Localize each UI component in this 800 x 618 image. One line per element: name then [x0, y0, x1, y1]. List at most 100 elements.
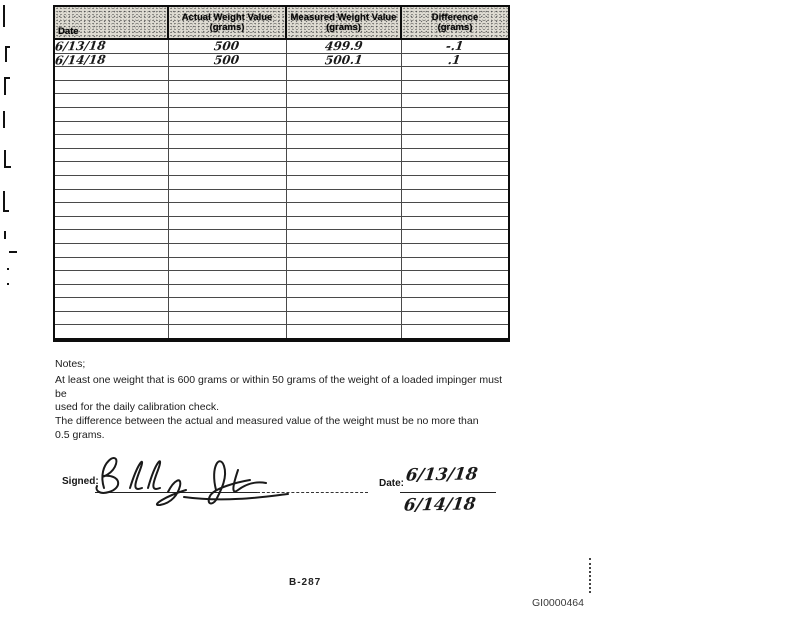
- cell-empty: [167, 66, 287, 81]
- table-empty-row: [53, 106, 510, 122]
- cell-empty: [285, 270, 402, 285]
- table-empty-row: [53, 324, 510, 340]
- cell-difference: .1: [400, 52, 510, 68]
- cell-empty: [167, 188, 287, 204]
- scan-artifact: [7, 268, 9, 270]
- handwritten-value: 499.9: [323, 39, 364, 54]
- signature-handwriting: [95, 457, 289, 506]
- handwritten-value: 500: [213, 39, 241, 54]
- cell-measured: 499.9: [285, 38, 402, 54]
- cell-empty: [285, 215, 402, 231]
- cell-empty: [53, 147, 169, 163]
- table-empty-row: [53, 161, 510, 176]
- scan-artifact: [4, 77, 10, 79]
- cell-empty: [167, 242, 287, 258]
- header-difference: Difference (grams): [400, 5, 510, 40]
- table-empty-row: [53, 120, 510, 136]
- handwritten-value: 500: [213, 53, 241, 67]
- header-date: Date: [53, 5, 169, 40]
- cell-empty: [400, 256, 510, 272]
- cell-empty: [53, 283, 169, 299]
- signature-line-dashed: [257, 492, 368, 493]
- scan-artifact: [3, 210, 9, 212]
- cell-empty: [400, 134, 510, 149]
- scan-artifact: [4, 231, 6, 239]
- cell-date: 6/14/18: [53, 52, 169, 68]
- table-empty-row: [53, 310, 510, 326]
- page-number: B-287: [289, 577, 322, 588]
- cell-difference: -.1: [400, 38, 510, 54]
- cell-empty: [400, 324, 510, 340]
- cell-empty: [167, 93, 287, 108]
- cell-empty: [400, 120, 510, 136]
- cell-empty: [167, 297, 287, 312]
- table-empty-row: [53, 66, 510, 81]
- table-empty-row: [53, 93, 510, 108]
- cell-empty: [53, 161, 169, 176]
- scan-artifact: [7, 283, 9, 285]
- cell-empty: [285, 242, 402, 258]
- notes-line: 0.5 grams.: [55, 428, 105, 441]
- header-actual-weight: Actual Weight Value (grams): [167, 5, 287, 40]
- cell-empty: [53, 215, 169, 231]
- cell-empty: [53, 270, 169, 285]
- cell-empty: [285, 202, 402, 217]
- cell-empty: [167, 310, 287, 326]
- cell-empty: [400, 242, 510, 258]
- cell-empty: [285, 120, 402, 136]
- document-id: GI0000464: [532, 597, 584, 609]
- cell-empty: [53, 120, 169, 136]
- scan-artifact: [3, 5, 5, 27]
- signed-label: Signed:: [62, 476, 99, 487]
- cell-empty: [285, 324, 402, 340]
- scan-artifact: [5, 46, 10, 48]
- handwritten-value: 6/13/18: [54, 39, 107, 54]
- header-date-label: Date: [58, 26, 79, 37]
- cell-actual: 500: [167, 38, 287, 54]
- table-empty-row: [53, 283, 510, 299]
- table-empty-row: [53, 134, 510, 149]
- cell-empty: [400, 283, 510, 299]
- cell-empty: [400, 174, 510, 190]
- table-empty-row: [53, 270, 510, 285]
- handwritten-value: 6/14/18: [54, 53, 107, 67]
- scan-artifact: [9, 251, 17, 253]
- table-empty-row: [53, 215, 510, 231]
- cell-empty: [53, 310, 169, 326]
- cell-empty: [167, 79, 287, 95]
- cell-actual: 500: [167, 52, 287, 68]
- cell-empty: [167, 147, 287, 163]
- signature-date-2: 6/14/18: [402, 494, 477, 516]
- cell-empty: [53, 202, 169, 217]
- table-row: 6/14/18 500 500.1 .1: [53, 52, 510, 68]
- cell-empty: [285, 93, 402, 108]
- table-empty-row: [53, 202, 510, 217]
- cell-empty: [400, 66, 510, 81]
- cell-empty: [167, 174, 287, 190]
- scan-artifact: [3, 191, 5, 211]
- cell-empty: [53, 229, 169, 244]
- scan-artifact: [4, 166, 11, 168]
- cell-empty: [167, 120, 287, 136]
- notes-heading: Notes;: [55, 358, 86, 370]
- cell-empty: [400, 270, 510, 285]
- cell-empty: [285, 283, 402, 299]
- cell-empty: [285, 147, 402, 163]
- table-empty-row: [53, 79, 510, 95]
- handwritten-value: 500.1: [323, 53, 364, 67]
- notes-line: The difference between the actual and me…: [55, 415, 479, 428]
- cell-empty: [53, 66, 169, 81]
- cell-empty: [167, 215, 287, 231]
- cell-empty: [285, 188, 402, 204]
- handwritten-value: -.1: [445, 39, 465, 54]
- cell-empty: [400, 188, 510, 204]
- cell-empty: [53, 188, 169, 204]
- cell-empty: [400, 215, 510, 231]
- date-line: [400, 492, 496, 493]
- signature-date-1: 6/13/18: [404, 464, 479, 486]
- cell-empty: [167, 106, 287, 122]
- scan-artifact: [3, 111, 5, 128]
- cell-empty: [167, 270, 287, 285]
- cell-empty: [167, 256, 287, 272]
- cell-empty: [400, 202, 510, 217]
